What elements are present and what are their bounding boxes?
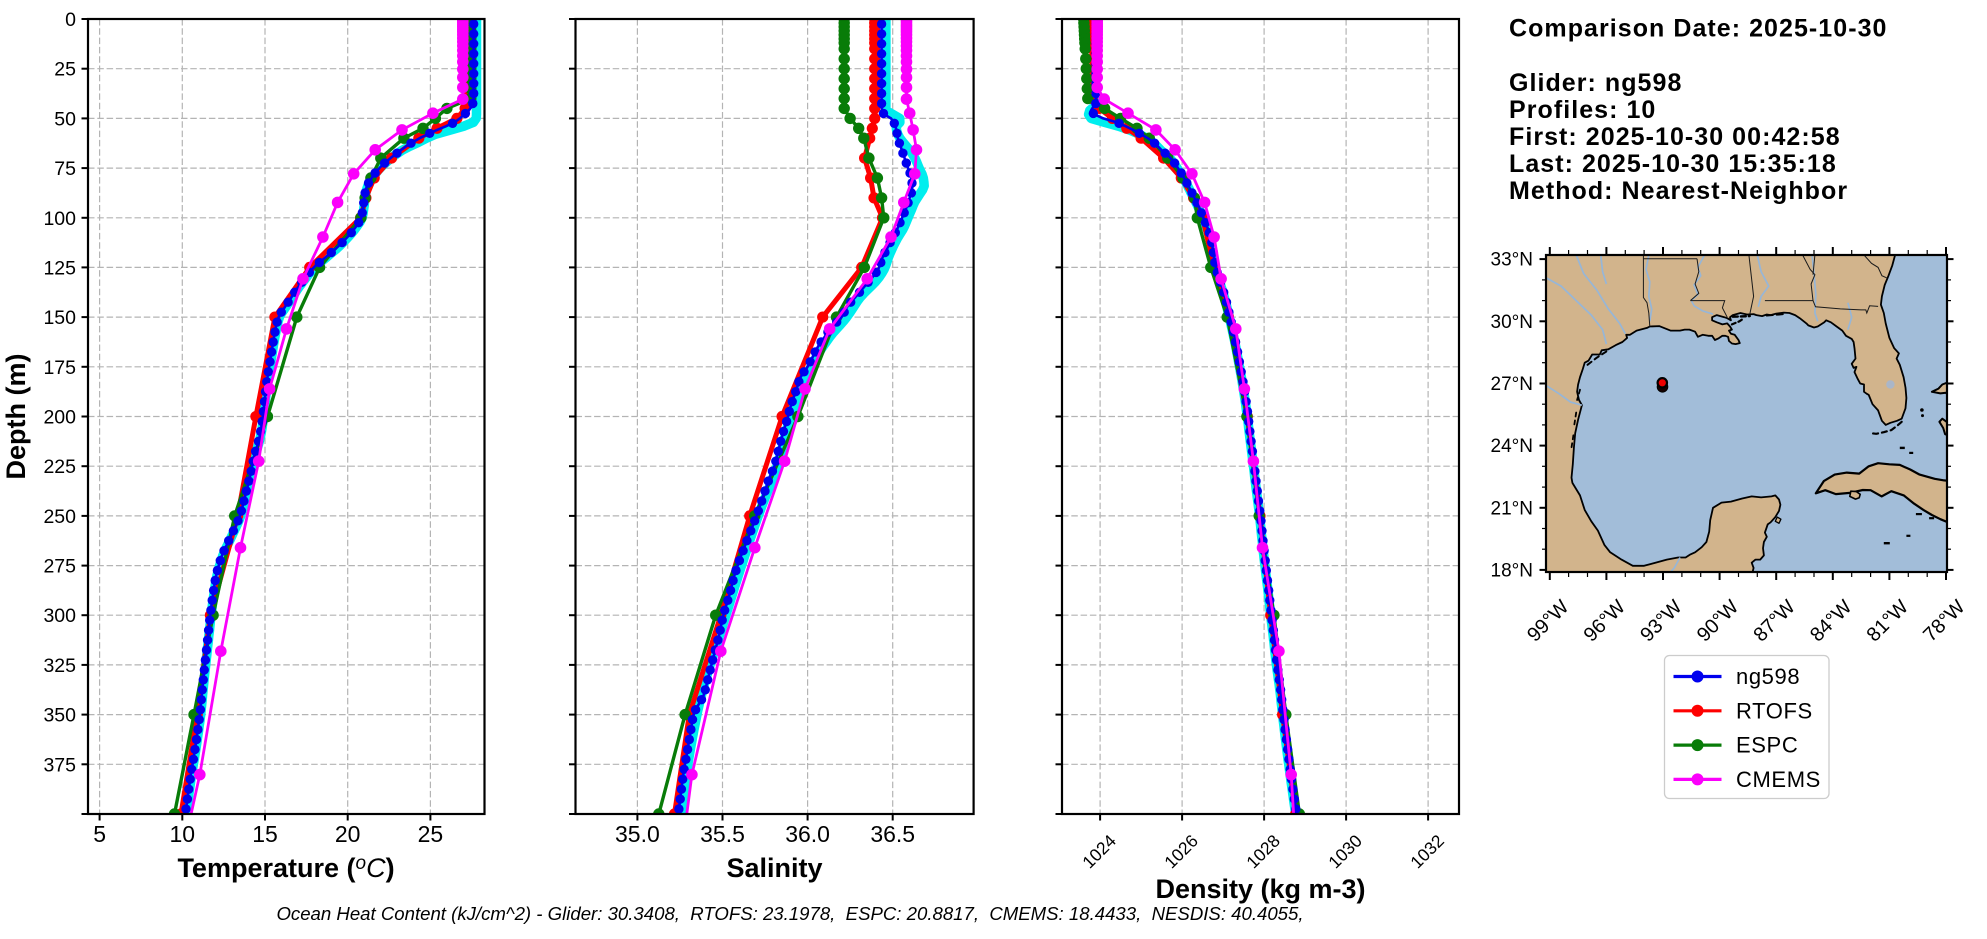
svg-text:Salinity: Salinity <box>726 853 822 883</box>
svg-text:36.5: 36.5 <box>870 821 915 847</box>
svg-text:ESPC: ESPC <box>1736 733 1798 758</box>
svg-text:350: 350 <box>43 705 76 727</box>
svg-text:Density (kg m-3): Density (kg m-3) <box>1155 874 1365 904</box>
svg-text:175: 175 <box>43 357 76 379</box>
svg-text:10: 10 <box>170 821 196 847</box>
svg-text:75: 75 <box>54 158 76 180</box>
svg-text:250: 250 <box>43 506 76 528</box>
svg-text:225: 225 <box>43 456 76 478</box>
svg-text:33°N: 33°N <box>1491 250 1533 271</box>
svg-text:325: 325 <box>43 655 76 677</box>
svg-text:100: 100 <box>43 208 76 230</box>
svg-text:36.0: 36.0 <box>785 821 830 847</box>
svg-text:15: 15 <box>252 821 278 847</box>
svg-text:150: 150 <box>43 307 76 329</box>
svg-text:50: 50 <box>54 108 76 130</box>
svg-text:30°N: 30°N <box>1491 312 1533 333</box>
svg-text:20: 20 <box>335 821 361 847</box>
svg-text:25: 25 <box>54 59 76 81</box>
svg-text:21°N: 21°N <box>1491 498 1533 519</box>
svg-text:Glider: ng598: Glider: ng598 <box>1509 69 1682 97</box>
svg-text:275: 275 <box>43 556 76 578</box>
svg-text:35.0: 35.0 <box>615 821 660 847</box>
svg-text:Method: Nearest-Neighbor: Method: Nearest-Neighbor <box>1509 177 1848 205</box>
svg-text:18°N: 18°N <box>1491 560 1533 581</box>
svg-text:RTOFS: RTOFS <box>1736 698 1813 723</box>
svg-text:Comparison Date: 2025-10-30: Comparison Date: 2025-10-30 <box>1509 15 1887 43</box>
svg-text:300: 300 <box>43 605 76 627</box>
svg-text:125: 125 <box>43 257 76 279</box>
svg-text:25: 25 <box>418 821 444 847</box>
svg-text:27°N: 27°N <box>1491 374 1533 395</box>
svg-text:Depth (m): Depth (m) <box>1 354 31 480</box>
svg-text:200: 200 <box>43 407 76 429</box>
svg-text:Last: 2025-10-30 15:35:18: Last: 2025-10-30 15:35:18 <box>1509 150 1837 178</box>
svg-text:35.5: 35.5 <box>700 821 745 847</box>
svg-text:First: 2025-10-30 00:42:58: First: 2025-10-30 00:42:58 <box>1509 123 1841 151</box>
svg-text:Ocean Heat Content (kJ/cm^2) -: Ocean Heat Content (kJ/cm^2) - Glider: 3… <box>276 903 1303 924</box>
svg-text:ng598: ng598 <box>1736 664 1800 689</box>
svg-text:375: 375 <box>43 754 76 776</box>
svg-text:Temperature (oC): Temperature (oC) <box>177 853 394 883</box>
svg-text:Profiles: 10: Profiles: 10 <box>1509 96 1656 124</box>
svg-text:24°N: 24°N <box>1491 436 1533 457</box>
svg-text:CMEMS: CMEMS <box>1736 767 1821 792</box>
svg-text:0: 0 <box>65 9 76 31</box>
svg-text:5: 5 <box>93 821 106 847</box>
